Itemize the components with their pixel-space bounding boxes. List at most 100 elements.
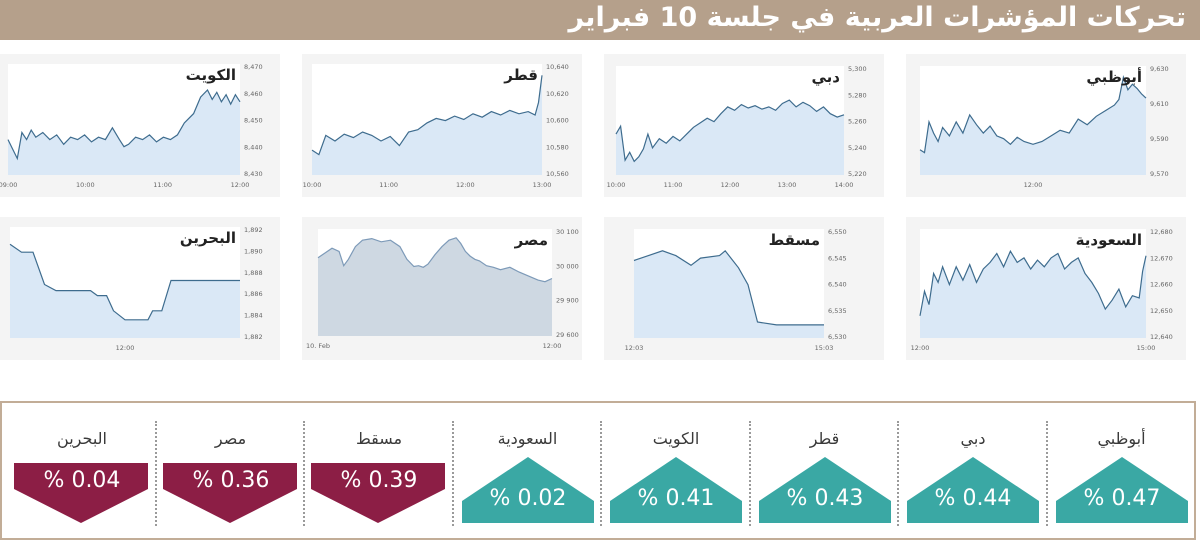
chart-egypt: 29 600 29 900 30 000 30 100 10. Feb 12:00 مصر (302, 217, 582, 360)
chart-kuwait: 8,430 8,440 8,450 8,460 8,470 09:00 10:00 11:00… (0, 54, 280, 197)
series-line (919, 74, 1147, 154)
series-area (10, 244, 240, 338)
x-tick-label: 15:00 (1137, 344, 1156, 352)
change-cell: % 0.02 السعودية (454, 413, 602, 531)
y-tick-label: 30 100 (556, 228, 579, 236)
y-tick-label: 5,260 (848, 118, 867, 126)
y-tick-label: 5,280 (848, 91, 867, 99)
y-tick-label: 12,680 (1150, 228, 1173, 236)
series-area (920, 251, 1146, 338)
y-tick-label: 6,530 (828, 333, 847, 341)
series-line (919, 249, 1147, 316)
y-tick-label: 29 900 (556, 297, 579, 305)
change-value: % 0.47 (1083, 486, 1160, 511)
y-tick-label: 1,890 (244, 247, 263, 255)
change-value: % 0.02 (489, 486, 566, 511)
series-area (318, 237, 552, 336)
chart-title: دبي (811, 68, 840, 86)
chart-title: أبوظبي (1086, 67, 1142, 86)
y-tick-label: 1,892 (244, 226, 263, 234)
x-tick-label: 12:03 (625, 344, 644, 352)
chart-title: الكويت (186, 66, 236, 84)
cell-divider (897, 421, 899, 526)
y-tick-label: 12,640 (1150, 333, 1173, 341)
x-tick-label: 15:03 (815, 344, 834, 352)
chart-svg: 5,220 5,240 5,260 5,280 5,300 10:00 11:00 12:00… (607, 65, 867, 189)
cell-divider (1045, 421, 1048, 526)
x-tick-label: 12:00 (116, 344, 135, 352)
x-tick-label: 12:00 (1024, 181, 1043, 189)
x-tick-label: 12:00 (231, 181, 250, 189)
y-tick-label: 12,670 (1150, 254, 1173, 262)
chart-svg: 1,882 1,884 1,886 1,888 1,890 1,892 12:00 البحر… (9, 226, 263, 352)
x-tick-label: 12:00 (543, 342, 562, 350)
chart-qatar: 10,560 10,580 10,600 10,620 10,640 10:00 11:00… (302, 54, 582, 197)
x-tick-label: 14:00 (835, 181, 854, 189)
y-tick-label: 6,545 (828, 254, 847, 262)
series-area (920, 77, 1146, 175)
series-line (311, 75, 543, 156)
x-tick-label: 13:00 (778, 181, 797, 189)
x-tick-label: 13:00 (533, 181, 552, 189)
y-tick-label: 6,535 (828, 307, 847, 315)
y-tick-label: 9,590 (1150, 135, 1169, 143)
x-tick-label: 11:00 (664, 181, 683, 189)
up-arrow-shape (610, 457, 742, 523)
y-tick-label: 9,570 (1150, 170, 1169, 178)
chart-svg: 6,530 6,535 6,540 6,545 6,550 12:03 15:03 مسقط (625, 228, 847, 352)
cell-divider (451, 421, 454, 526)
chart-dubai: 5,220 5,240 5,260 5,280 5,300 10:00 11:00 12:00… (604, 54, 884, 197)
change-value: % 0.44 (935, 486, 1012, 511)
y-tick-label: 5,240 (848, 144, 867, 152)
series-area (8, 90, 240, 175)
index-name: مسقط (355, 429, 403, 448)
cell-divider (154, 421, 157, 526)
series-line (615, 99, 845, 163)
change-value: % 0.43 (786, 486, 863, 511)
index-name: مصر (214, 429, 247, 448)
change-value: % 0.39 (341, 468, 418, 493)
change-cell: % 0.39 مسقط (305, 413, 453, 531)
cell-divider (748, 421, 751, 526)
y-tick-label: 5,300 (848, 65, 867, 73)
y-tick-label: 1,888 (244, 269, 263, 277)
series-area (616, 100, 844, 175)
title-bar: تحركات المؤشرات العربية في جلسة 10 فبراي… (0, 0, 1200, 40)
y-tick-label: 5,220 (848, 170, 867, 178)
y-tick-label: 9,610 (1150, 100, 1169, 108)
up-arrow-shape (758, 457, 891, 523)
change-value: % 0.41 (638, 486, 715, 511)
chart-title: السعودية (1076, 231, 1142, 249)
x-tick-label: 12:00 (721, 181, 740, 189)
y-tick-label: 8,440 (244, 143, 263, 151)
change-cell: % 0.43 قطر (751, 413, 899, 531)
y-tick-label: 6,550 (828, 228, 847, 236)
down-arrow-shape (311, 463, 445, 523)
down-arrow-shape (162, 463, 297, 523)
change-cell: % 0.36 مصر (157, 413, 305, 531)
index-name: أبوظبي (1097, 429, 1146, 448)
series-area (312, 75, 542, 175)
index-name: السعودية (497, 429, 558, 448)
x-tick-label: 10:00 (303, 181, 322, 189)
index-name: دبي (960, 429, 986, 448)
y-tick-label: 1,886 (244, 290, 263, 298)
index-name: البحرين (57, 429, 107, 448)
y-tick-label: 8,470 (244, 63, 263, 71)
y-tick-label: 29 600 (556, 331, 579, 339)
chart-muscat: 6,530 6,535 6,540 6,545 6,550 12:03 15:03 مسقط (604, 217, 884, 360)
cell-divider (303, 421, 305, 526)
series-line (9, 243, 240, 321)
x-tick-label: 10:00 (76, 181, 95, 189)
y-tick-label: 1,884 (244, 312, 263, 320)
x-tick-label: 11:00 (379, 181, 398, 189)
change-value: % 0.04 (44, 468, 121, 493)
x-tick-label: 12:00 (456, 181, 475, 189)
x-tick-label: 12:00 (911, 344, 930, 352)
change-value: % 0.36 (192, 468, 269, 493)
y-tick-label: 10,560 (546, 170, 569, 178)
y-tick-label: 6,540 (828, 281, 847, 289)
y-tick-label: 1,882 (244, 333, 263, 341)
y-tick-label: 30 000 (556, 262, 579, 270)
y-tick-label: 8,450 (244, 117, 263, 125)
